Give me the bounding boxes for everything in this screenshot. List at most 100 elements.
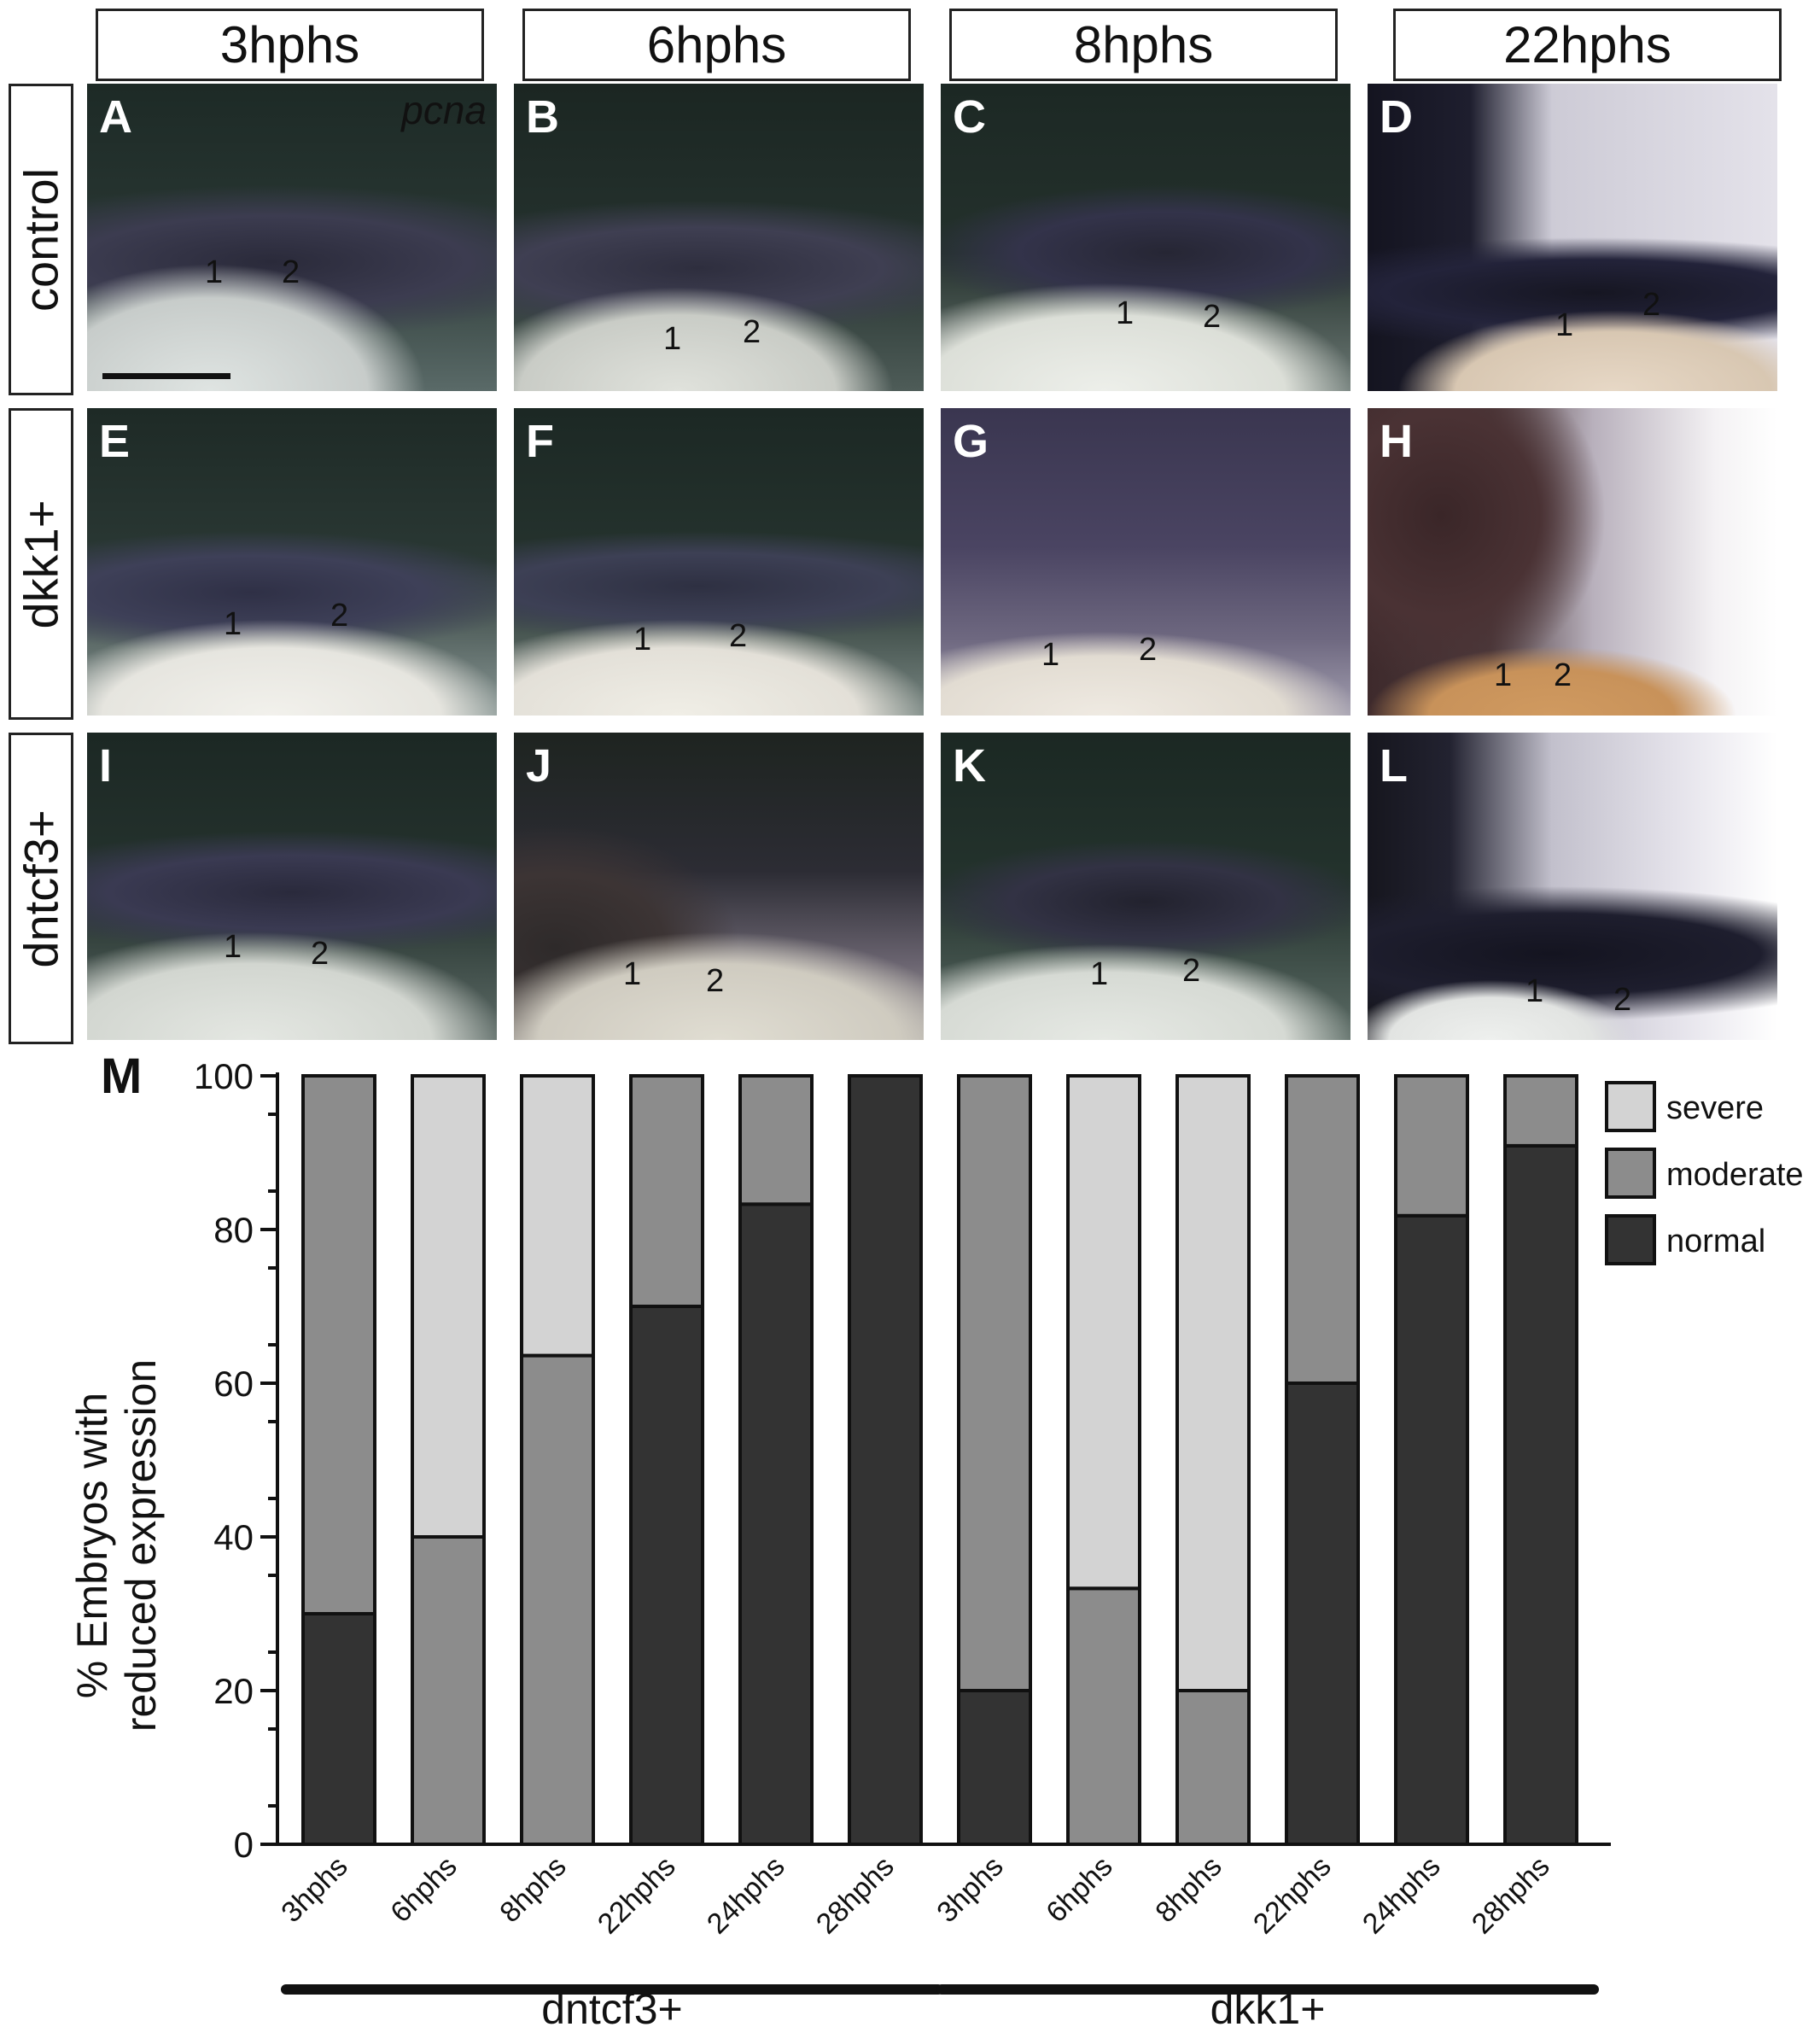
row-header-dntcf3: dntcf3+ <box>9 733 73 1044</box>
x-tick-label: 3hphs <box>275 1850 353 1929</box>
y-tick-label: 100 <box>194 1056 254 1096</box>
region-label-2: 2 <box>1613 982 1632 1018</box>
y-axis-label-line-1: % Embryos with <box>68 1393 116 1698</box>
panel-letter: D <box>1380 91 1413 143</box>
region-label-1: 1 <box>1041 637 1060 673</box>
region-label-1: 1 <box>224 606 242 642</box>
panel-letter: I <box>99 740 113 792</box>
bar-segment-severe <box>1066 1074 1141 1591</box>
x-tick-label: 6hphs <box>1040 1850 1118 1929</box>
bar-segment-severe <box>520 1074 595 1358</box>
image-panel-f: F 1 2 <box>514 408 924 716</box>
group-label: dkk1+ <box>1210 1985 1326 2027</box>
bar-segment-normal <box>1285 1382 1360 1846</box>
bar-segment-moderate <box>1503 1074 1578 1148</box>
bar-segment-moderate <box>1175 1689 1251 1846</box>
bar-segment-moderate <box>411 1535 486 1846</box>
bar-segment-moderate <box>301 1074 376 1615</box>
x-tick-label: 24hphs <box>1356 1850 1447 1941</box>
region-label-2: 2 <box>1642 287 1661 323</box>
row-header-label: dkk1+ <box>14 499 68 628</box>
region-label-2: 2 <box>729 618 748 654</box>
x-tick-label: 8hphs <box>1149 1850 1228 1929</box>
bar-segment-moderate <box>520 1353 595 1847</box>
x-tick-label: 3hphs <box>930 1850 1009 1929</box>
column-header-22hphs: 22hphs <box>1393 9 1782 81</box>
x-tick-label: 6hphs <box>384 1850 463 1929</box>
region-label-2: 2 <box>743 314 761 350</box>
region-label-2: 2 <box>1182 953 1201 989</box>
region-label-1: 1 <box>633 622 652 657</box>
image-panel-l: L 1 2 <box>1368 733 1777 1040</box>
bar-segment-normal <box>301 1612 376 1846</box>
region-label-2: 2 <box>1203 299 1222 335</box>
column-header-label: 6hphs <box>646 16 787 73</box>
y-tick-label: 0 <box>234 1825 254 1865</box>
x-tick-labels: 3hphs 6hphs 8hphs 22hphs 24hphs 28hphs 3hphs 6h… <box>275 1850 1555 1941</box>
group-label: dntcf3+ <box>541 1985 682 2027</box>
region-label-1: 1 <box>1090 956 1109 992</box>
column-header-label: 22hphs <box>1503 16 1671 73</box>
image-panel-h: H 1 2 <box>1368 408 1777 716</box>
bar-segment-severe <box>1175 1074 1251 1692</box>
bar-segment-moderate <box>957 1074 1032 1692</box>
panel-letter: J <box>526 740 552 792</box>
image-panel-c: C 1 2 <box>941 84 1350 391</box>
region-label-2: 2 <box>1139 632 1158 668</box>
row-header-label: dntcf3+ <box>14 809 68 968</box>
bar-segment-moderate <box>629 1074 704 1308</box>
region-label-1: 1 <box>224 929 242 965</box>
region-label-2: 2 <box>330 598 349 634</box>
panel-letter: E <box>99 416 131 467</box>
column-header-3hphs: 3hphs <box>96 9 484 81</box>
image-panel-g: G 1 2 <box>941 408 1350 716</box>
bar-segment-severe <box>411 1074 486 1539</box>
stacked-bar-chart: M % Embryos with reduced expression 0 20 4… <box>68 1050 1804 2027</box>
x-tick-label: 24hphs <box>701 1850 791 1941</box>
panel-letter: A <box>99 91 132 143</box>
bar-segment-moderate <box>1394 1074 1469 1218</box>
chart-bars <box>301 1074 1578 1847</box>
panel-letter: G <box>953 416 989 467</box>
image-panel-k: K 1 2 <box>941 733 1350 1040</box>
column-header-label: 8hphs <box>1073 16 1214 73</box>
region-label-1: 1 <box>1494 657 1513 693</box>
region-label-2: 2 <box>311 936 330 972</box>
region-label-1: 1 <box>1525 973 1544 1009</box>
legend-label-normal: normal <box>1666 1224 1765 1259</box>
panel-letter: F <box>526 416 554 467</box>
region-label-1: 1 <box>205 254 224 290</box>
legend-swatch-severe <box>1605 1081 1656 1132</box>
chart-legend: severe moderate normal <box>1605 1081 1804 1265</box>
y-tick-label: 40 <box>213 1517 254 1557</box>
region-label-2: 2 <box>1554 657 1572 693</box>
region-label-1: 1 <box>663 321 682 357</box>
row-header-control: control <box>9 84 73 395</box>
panel-letter: B <box>526 91 559 143</box>
bar-segment-normal <box>1394 1213 1469 1847</box>
gene-label: pcna <box>401 88 487 132</box>
panel-letter: L <box>1380 740 1408 792</box>
bar-segment-normal <box>738 1202 814 1847</box>
bar-segment-normal <box>1503 1143 1578 1846</box>
x-tick-label: 22hphs <box>1247 1850 1338 1941</box>
x-tick-label: 22hphs <box>592 1850 682 1941</box>
chart-axes: 0 20 40 60 80 100 <box>194 1056 1611 1865</box>
x-tick-label: 28hphs <box>810 1850 901 1941</box>
y-axis-label-line-2: reduced expression <box>117 1359 165 1732</box>
legend-label-moderate: moderate <box>1666 1157 1804 1193</box>
column-header-label: 3hphs <box>219 16 360 73</box>
panel-letter: H <box>1380 416 1413 467</box>
scale-bar <box>102 373 230 379</box>
y-axis-label: % Embryos with reduced expression <box>68 1359 165 1732</box>
bar-segment-moderate <box>1066 1586 1141 1846</box>
bar-segment-moderate <box>1285 1074 1360 1385</box>
y-tick-label: 20 <box>213 1671 254 1711</box>
bar-segment-moderate <box>738 1074 814 1206</box>
image-panel-e: E 1 2 <box>87 408 497 716</box>
y-tick-label: 80 <box>213 1210 254 1250</box>
region-label-2: 2 <box>706 963 725 999</box>
image-panel-d: D 1 2 <box>1368 84 1777 391</box>
legend-label-severe: severe <box>1666 1090 1764 1126</box>
